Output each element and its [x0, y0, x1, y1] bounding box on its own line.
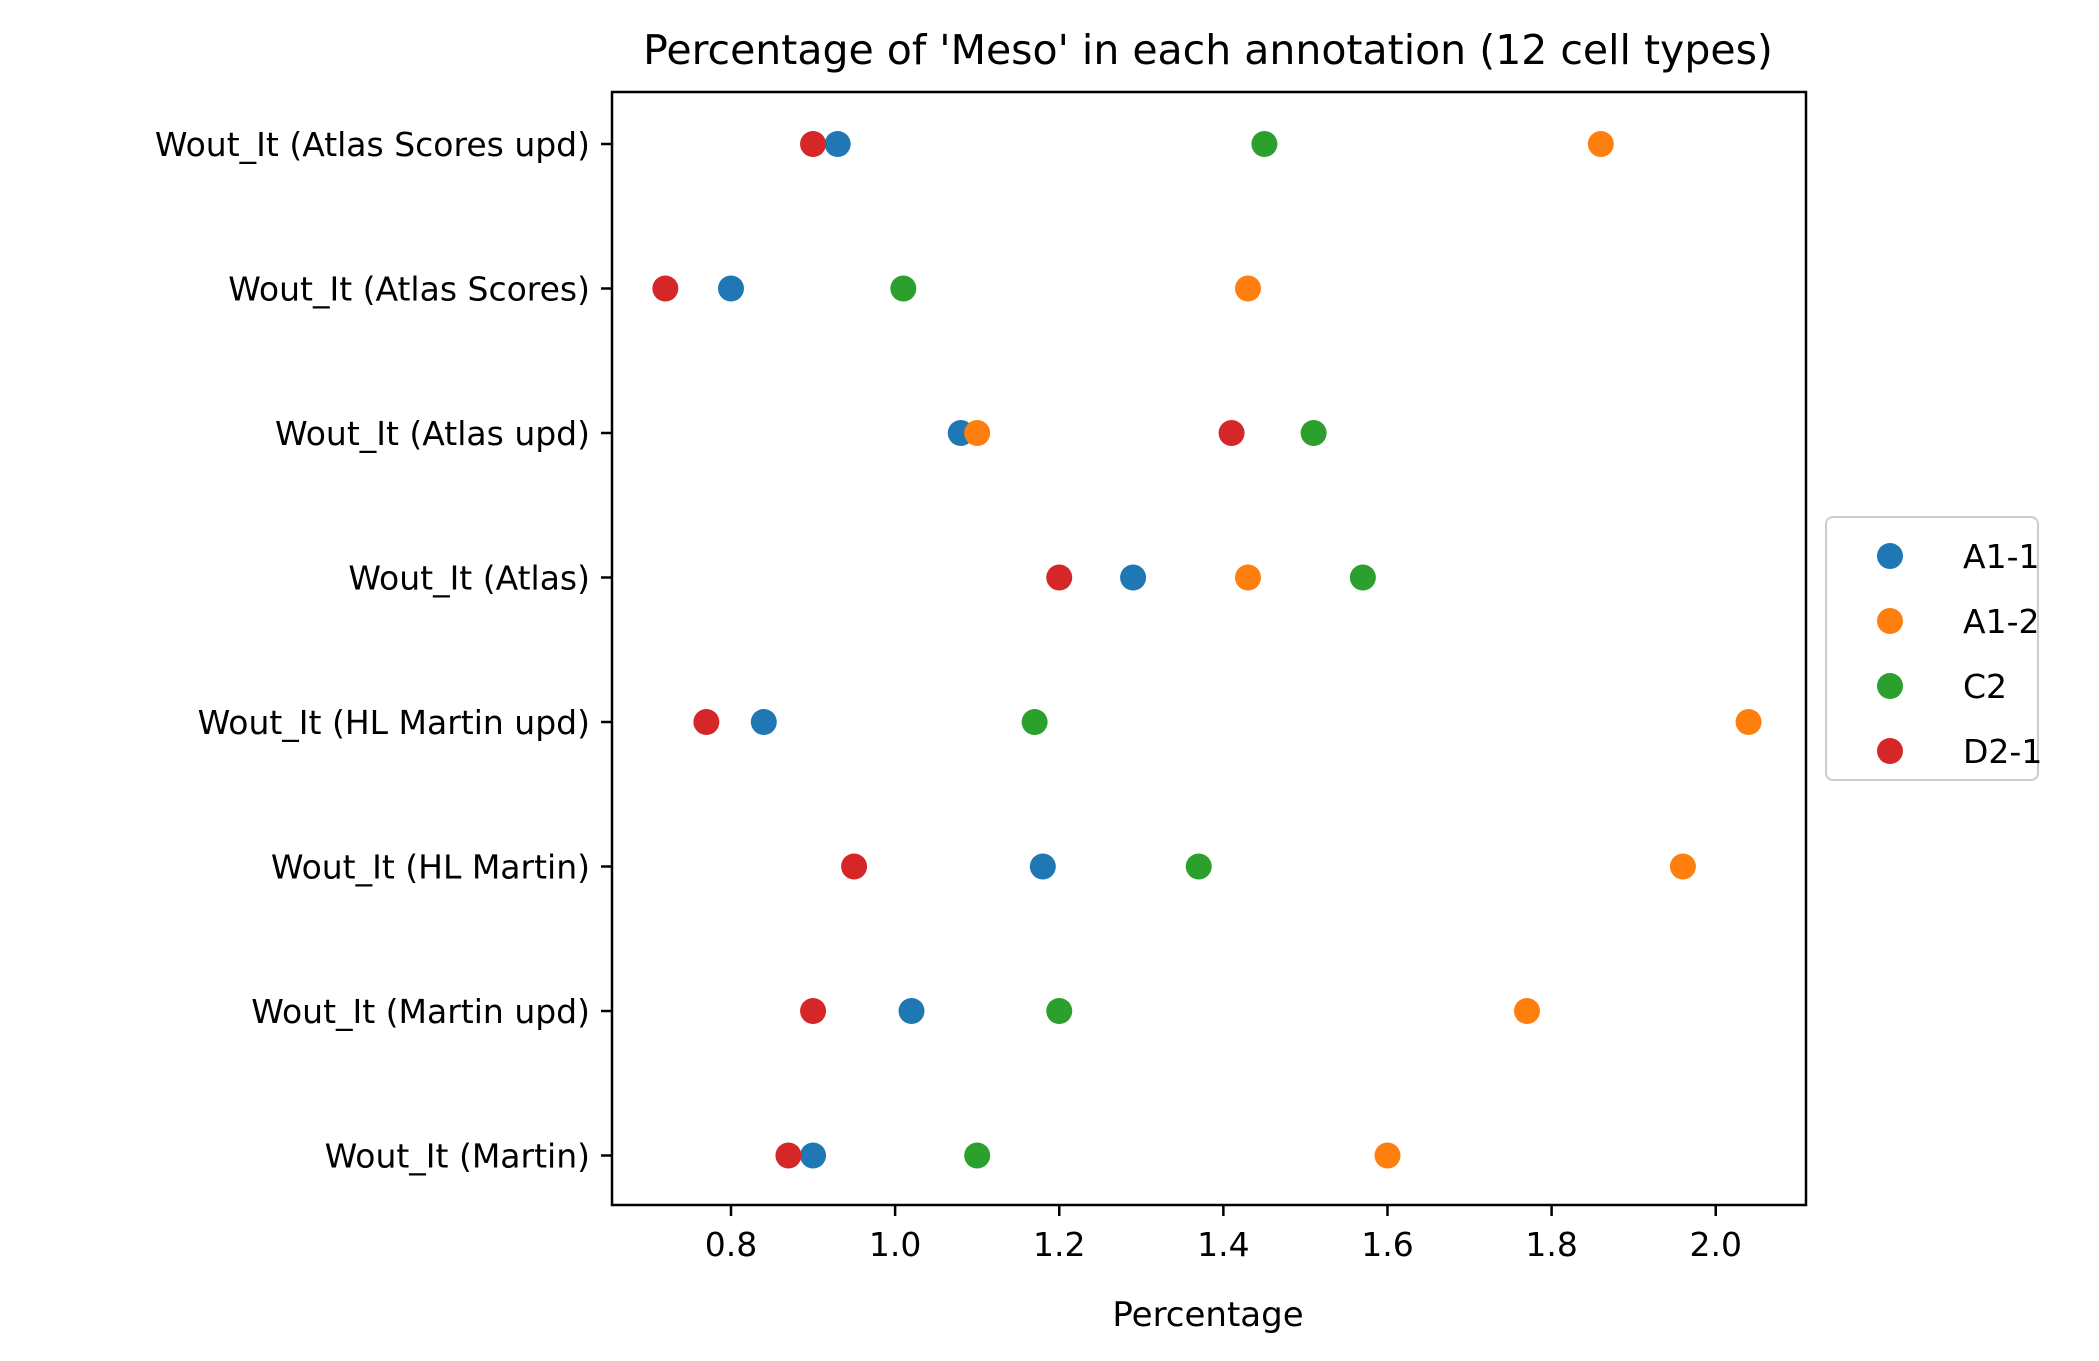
y-tick-label: Wout_It (Atlas Scores upd): [155, 125, 590, 164]
x-tick-label: 1.2: [1033, 1225, 1085, 1264]
point-a1-1: [824, 131, 851, 157]
x-tick-label: 2.0: [1689, 1225, 1741, 1264]
legend-frame: [1825, 516, 2039, 781]
data-points: [652, 131, 1762, 1169]
y-tick-label: Wout_It (Martin upd): [251, 992, 590, 1031]
point-a1-1: [1029, 853, 1056, 880]
point-a1-2: [1234, 275, 1261, 302]
legend-marker-d2-1: [1877, 738, 1903, 764]
point-c2: [1021, 709, 1048, 735]
y-tick-label: Wout_It (HL Martin upd): [198, 703, 590, 742]
point-d2-1: [1218, 420, 1245, 446]
point-c2: [964, 1142, 991, 1169]
point-a1-2: [1587, 131, 1614, 157]
point-a1-1: [1120, 564, 1147, 591]
y-tick-label: Wout_It (Atlas Scores): [228, 270, 590, 309]
point-a1-1: [717, 275, 744, 302]
point-d2-1: [693, 709, 720, 735]
chart-title: Percentage of 'Meso' in each annotation …: [643, 26, 1773, 74]
legend-label-a1-1: A1-1: [1963, 537, 2039, 576]
point-c2: [1185, 853, 1212, 880]
point-c2: [1300, 420, 1327, 446]
point-a1-2: [1374, 1142, 1401, 1169]
point-a1-2: [1669, 853, 1696, 880]
x-tick-label: 0.8: [705, 1225, 757, 1264]
x-axis-label: Percentage: [1112, 1295, 1303, 1335]
point-c2: [1046, 998, 1073, 1024]
point-a1-2: [1735, 709, 1762, 735]
point-a1-2: [1234, 564, 1261, 591]
point-d2-1: [1046, 564, 1073, 591]
y-tick-label: Wout_It (HL Martin): [271, 848, 590, 887]
point-d2-1: [800, 998, 827, 1024]
y-tick-label: Wout_It (Martin): [325, 1137, 590, 1176]
point-c2: [1349, 564, 1376, 591]
legend-items: A1-1 A1-2 C2 D2-1: [1877, 537, 2042, 771]
x-tick-label: 1.0: [869, 1225, 921, 1264]
y-tick-label: Wout_It (Atlas): [348, 559, 590, 598]
point-d2-1: [800, 131, 827, 157]
point-c2: [1251, 131, 1278, 157]
point-c2: [890, 275, 917, 302]
legend-marker-a1-2: [1877, 608, 1903, 634]
y-axis-ticks: Wout_It (Atlas Scores upd) Wout_It (Atlas…: [155, 125, 612, 1176]
point-d2-1: [841, 853, 868, 880]
x-tick-label: 1.8: [1525, 1225, 1577, 1264]
x-axis-ticks: 0.8 1.0 1.2 1.4 1.6 1.8 2.0: [705, 1205, 1742, 1264]
legend-label-a1-2: A1-2: [1963, 602, 2039, 641]
point-a1-1: [750, 709, 777, 735]
point-d2-1: [652, 275, 679, 302]
y-tick-label: Wout_It (Atlas upd): [275, 414, 590, 453]
legend-marker-c2: [1877, 673, 1903, 699]
legend-marker-a1-1: [1877, 543, 1903, 569]
point-a1-1: [800, 1142, 827, 1169]
x-tick-label: 1.6: [1361, 1225, 1413, 1264]
legend-label-c2: C2: [1963, 667, 2007, 706]
legend: A1-1 A1-2 C2 D2-1: [1825, 516, 2042, 781]
point-a1-1: [898, 998, 925, 1024]
point-a1-2: [1513, 998, 1540, 1024]
point-a1-2: [964, 420, 991, 446]
plot-area-frame: [610, 90, 1808, 1207]
point-d2-1: [775, 1142, 802, 1169]
legend-label-d2-1: D2-1: [1963, 732, 2042, 771]
x-tick-label: 1.4: [1197, 1225, 1249, 1264]
